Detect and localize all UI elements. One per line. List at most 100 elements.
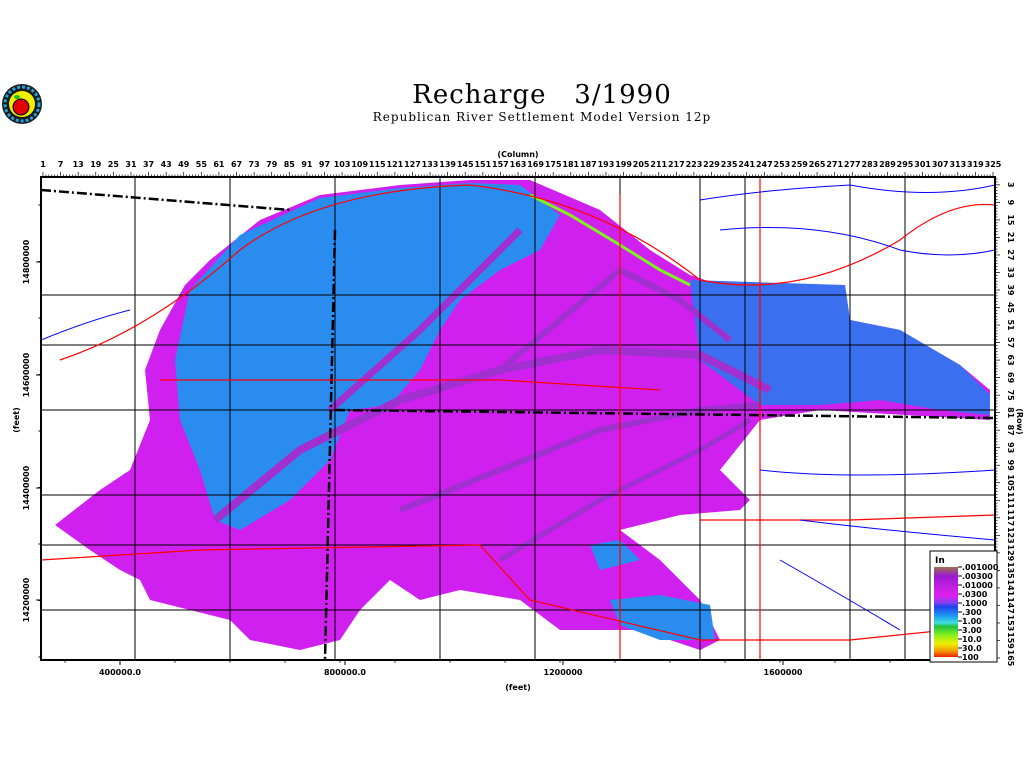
column-tick-label: 19 — [90, 160, 102, 169]
row-tick-label: 33 — [1006, 267, 1015, 278]
column-tick-label: 103 — [334, 160, 351, 169]
column-tick-label: 307 — [932, 160, 949, 169]
legend-label: 3.00 — [962, 626, 982, 635]
column-tick-label: 295 — [897, 160, 914, 169]
row-tick-label: 9 — [1006, 200, 1015, 206]
column-tick-label: 313 — [949, 160, 966, 169]
rivers — [41, 184, 995, 631]
column-tick-label: 193 — [598, 160, 615, 169]
row-tick-label: 93 — [1006, 442, 1015, 453]
stream-recharge — [498, 417, 752, 563]
x-tick-label: 1200000 — [544, 668, 583, 677]
legend-label: 100 — [962, 653, 979, 662]
column-tick-label: 49 — [178, 160, 190, 169]
column-tick-label: 37 — [143, 160, 154, 169]
column-tick-label: 253 — [774, 160, 791, 169]
column-tick-label: 301 — [914, 160, 931, 169]
row-tick-label: 105 — [1006, 474, 1015, 491]
legend-colorbar — [934, 567, 958, 657]
row-tick-label: 39 — [1006, 284, 1015, 296]
stream-recharge — [327, 227, 523, 413]
county-boundaries — [41, 177, 995, 660]
column-tick-label: 205 — [633, 160, 650, 169]
column-tick-label: 127 — [404, 160, 421, 169]
column-tick-label: 289 — [879, 160, 896, 169]
y-tick-label: 14600000 — [22, 352, 31, 397]
x-tick-label: 800000.0 — [324, 668, 366, 677]
legend-label: .01000 — [962, 581, 993, 590]
column-tick-label: 139 — [439, 160, 456, 169]
row-axis-label: (Row) — [1015, 408, 1024, 434]
legend-label: .0300 — [962, 590, 988, 599]
column-tick-label: 175 — [545, 160, 562, 169]
column-tick-label: 283 — [862, 160, 879, 169]
column-tick-label: 199 — [615, 160, 632, 169]
row-tick-label: 15 — [1006, 214, 1015, 226]
column-tick-label: 157 — [492, 160, 509, 169]
column-tick-label: 247 — [756, 160, 773, 169]
row-tick-label: 153 — [1006, 615, 1015, 632]
column-tick-label: 121 — [387, 160, 404, 169]
column-tick-label: 13 — [73, 160, 84, 169]
chart-subtitle: Republican River Settlement Model Versio… — [372, 110, 712, 124]
column-tick-label: 73 — [249, 160, 260, 169]
row-tick-label: 117 — [1006, 509, 1015, 526]
high-recharge-north — [175, 183, 560, 530]
column-tick-label: 211 — [650, 160, 667, 169]
stream-recharge — [398, 402, 761, 513]
legend-label: .1000 — [962, 599, 988, 608]
legend-label: 30.0 — [962, 644, 982, 653]
row-tick-label: 57 — [1006, 337, 1015, 348]
state-boundary — [334, 408, 995, 420]
column-tick-label: 229 — [703, 160, 720, 169]
column-tick-label: 115 — [369, 160, 386, 169]
row-tick-label: 21 — [1006, 232, 1015, 244]
column-tick-label: 145 — [457, 160, 474, 169]
column-tick-label: 31 — [125, 160, 137, 169]
column-tick-label: 91 — [301, 160, 313, 169]
row-tick-label: 69 — [1006, 372, 1015, 384]
legend-label: .001000 — [962, 563, 999, 572]
row-tick-label: 99 — [1006, 460, 1015, 472]
high-recharge-south2 — [610, 595, 715, 640]
x-tick-label: 400000.0 — [99, 668, 141, 677]
row-tick-label: 165 — [1006, 650, 1015, 667]
row-tick-label: 141 — [1006, 580, 1015, 597]
state-boundary — [41, 188, 291, 212]
column-tick-label: 151 — [474, 160, 491, 169]
column-tick-label: 7 — [58, 160, 64, 169]
apple-seal-logo — [0, 82, 44, 130]
x-axis-label: (feet) — [505, 683, 530, 692]
x-tick-label: 1600000 — [764, 668, 803, 677]
column-tick-label: 319 — [967, 160, 984, 169]
column-tick-label: 1 — [40, 160, 46, 169]
column-tick-label: 109 — [351, 160, 368, 169]
y-tick-label: 14400000 — [22, 465, 31, 510]
legend-label: 10.0 — [962, 635, 982, 644]
column-tick-label: 61 — [213, 160, 225, 169]
row-tick-label: 147 — [1006, 597, 1015, 614]
column-tick-label: 181 — [562, 160, 579, 169]
column-tick-label: 85 — [284, 160, 296, 169]
column-tick-label: 259 — [791, 160, 808, 169]
row-tick-label: 81 — [1006, 407, 1015, 419]
y-axis-label: (feet) — [12, 407, 21, 432]
column-tick-label: 187 — [580, 160, 597, 169]
row-tick-label: 159 — [1006, 632, 1015, 649]
column-tick-label: 217 — [668, 160, 685, 169]
column-tick-label: 55 — [196, 160, 208, 169]
row-tick-label: 75 — [1006, 390, 1015, 402]
row-tick-label: 111 — [1006, 492, 1015, 509]
column-tick-label: 133 — [422, 160, 439, 169]
column-tick-label: 277 — [844, 160, 861, 169]
legend-title: In — [935, 556, 945, 566]
row-tick-label: 123 — [1006, 527, 1015, 544]
column-tick-label: 97 — [319, 160, 330, 169]
column-tick-label: 79 — [266, 160, 278, 169]
column-tick-label: 25 — [108, 160, 120, 169]
high-recharge-east — [690, 280, 990, 415]
row-tick-label: 87 — [1006, 425, 1015, 436]
row-tick-label: 135 — [1006, 562, 1015, 579]
column-tick-label: 241 — [738, 160, 755, 169]
